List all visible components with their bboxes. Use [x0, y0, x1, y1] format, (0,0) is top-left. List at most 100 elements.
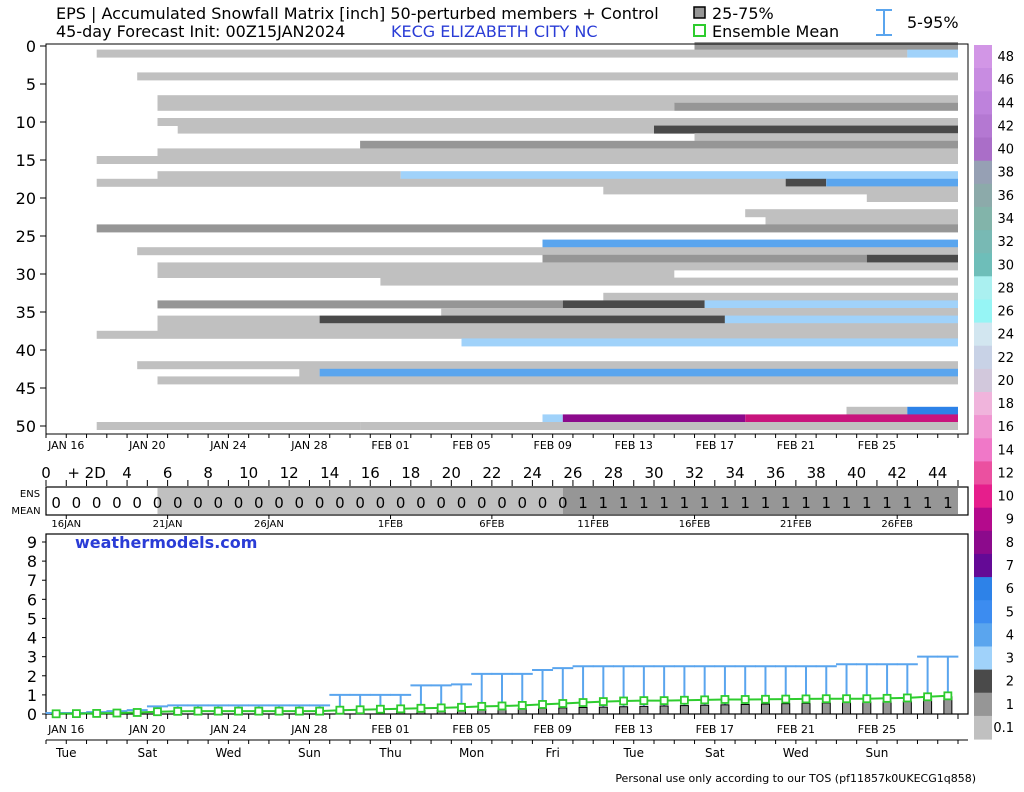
- mean-marker-day-25: [558, 699, 568, 708]
- colorbar-swatch-5: [974, 600, 992, 624]
- iqr-box-day-27: [598, 706, 608, 715]
- day-label-17: 34: [726, 464, 745, 482]
- colorbar-label-22: 22: [997, 351, 1014, 366]
- station-name: KECG ELIZABETH CITY NC: [391, 22, 598, 41]
- strip-value-day-2: 0: [92, 494, 102, 512]
- iqr-box-day-26: [578, 707, 588, 715]
- mean-marker-day-31: [680, 695, 689, 705]
- member-34-segment-34: [562, 300, 705, 309]
- strip-date-label-1: 21JAN: [153, 519, 183, 530]
- colorbar-label-6: 6: [1006, 582, 1014, 597]
- strip-date-label-5: 11FEB: [577, 519, 609, 530]
- member-29-segment-28: [157, 262, 958, 271]
- colorbar-label-5: 5: [1006, 605, 1014, 620]
- member-43-segment-45: [319, 368, 959, 377]
- iqr-box-day-31: [679, 705, 689, 715]
- colorbar-label-38: 38: [997, 166, 1014, 181]
- strip-value-day-41: 1: [882, 494, 892, 512]
- mean-marker-day-14: [335, 705, 345, 715]
- mean-marker-day-17: [396, 704, 406, 714]
- mean-marker-day-11: [274, 706, 284, 716]
- forecast-day-axis: 0 + 2D 4 6 8 10 12 14 16 18 20 22 24 26 28 30 32 34 36 38 40…: [41, 464, 959, 486]
- member-33-segment-31: [603, 292, 958, 301]
- weekday-label-9: Wed: [783, 746, 809, 760]
- strip-value-day-31: 1: [680, 494, 690, 512]
- day-label-18: 36: [766, 464, 785, 482]
- member-17-segment-15: [400, 171, 958, 180]
- mean-marker-day-16: [375, 704, 385, 714]
- colorbar-swatch-40: [974, 137, 992, 162]
- colorbar-swatch-46: [974, 68, 992, 92]
- colorbar-label-9: 9: [1006, 513, 1014, 528]
- colorbar-label-26: 26: [997, 305, 1014, 320]
- plume-y-tick-label-0: 0: [27, 705, 37, 724]
- mean-marker-day-24: [538, 700, 547, 709]
- colorbar-label-36: 36: [997, 189, 1014, 204]
- colorbar-swatch-26: [974, 299, 992, 324]
- iqr-box-day-24: [538, 707, 548, 715]
- member-20-segment-20: [866, 194, 958, 202]
- colorbar-label-20: 20: [997, 374, 1014, 389]
- mean-marker-day-28: [619, 696, 628, 706]
- colorbar-label-44: 44: [997, 96, 1014, 111]
- strip-value-day-16: 0: [376, 494, 386, 512]
- member-11-segment-9: [654, 125, 958, 134]
- strip-value-day-44: 1: [943, 494, 953, 512]
- colorbar-swatch-18: [974, 392, 992, 416]
- plume-y-tick-label-7: 7: [27, 571, 37, 590]
- colorbar-swatch-1: [974, 692, 992, 717]
- day-label-13: 26: [563, 464, 582, 482]
- strip-date-label-7: 21FEB: [780, 519, 812, 530]
- ens-mean-strip-fills: [157, 488, 958, 514]
- colorbar-swatch-3: [974, 646, 992, 671]
- member-13-segment-11: [360, 140, 959, 149]
- strip-value-day-27: 1: [599, 494, 609, 512]
- plume-date-label-6: FEB 09: [534, 723, 572, 736]
- member-18-segment-16: [96, 178, 786, 187]
- colorbar-label-46: 46: [997, 73, 1014, 88]
- colorbar-label-40: 40: [997, 143, 1014, 158]
- member-14-segment-12: [157, 148, 958, 157]
- iqr-box-day-25: [558, 707, 568, 715]
- day-label-9: 18: [401, 464, 420, 482]
- day-label-14: 28: [604, 464, 623, 482]
- matrix-date-axis: JAN 16 JAN 20 JAN 24 JAN 28 FEB 01 FEB 05 FEB …: [45, 434, 959, 452]
- mean-marker-day-39: [842, 694, 851, 704]
- strip-value-day-20: 0: [457, 494, 467, 512]
- plume-date-label-4: FEB 01: [371, 723, 409, 736]
- member-39-segment-42: [461, 338, 958, 347]
- member-28-segment-27: [866, 254, 958, 263]
- strip-value-day-38: 1: [821, 494, 831, 512]
- member-1-segment-2: [907, 49, 958, 58]
- mean-marker-day-2: [92, 709, 102, 718]
- colorbar-swatch-36: [974, 183, 992, 208]
- plume-y-tick-label-4: 4: [27, 629, 37, 648]
- member-42-segment-43: [137, 361, 958, 370]
- member-18-segment-18: [826, 178, 958, 187]
- member-11-segment-8: [177, 125, 654, 134]
- colorbar-swatch-0.1: [974, 715, 992, 740]
- matrix-date-label-1: JAN 20: [128, 439, 165, 452]
- mean-marker-day-0: [51, 709, 61, 719]
- day-label-0: 0: [41, 464, 51, 482]
- watermark-text: weathermodels.com: [75, 533, 257, 552]
- strip-date-label-6: 16FEB: [679, 519, 711, 530]
- member-axis: 0 5 10 15 20 25 30 35 40 45 50: [16, 37, 46, 436]
- member-23-segment-22: [765, 216, 958, 225]
- strip-value-day-18: 0: [416, 494, 426, 512]
- strip-value-day-24: 0: [538, 494, 548, 512]
- member-matrix-segments: [96, 42, 959, 430]
- chart-title: EPS | Accumulated Snowfall Matrix [inch]…: [56, 4, 659, 23]
- mean-marker-day-43: [923, 692, 932, 702]
- matrix-date-label-8: FEB 17: [696, 439, 734, 452]
- member-34-segment-35: [704, 300, 958, 309]
- member-49-segment-51: [745, 414, 958, 423]
- mean-marker-day-21: [477, 701, 487, 711]
- member-24-segment-23: [96, 224, 958, 233]
- strip-value-day-40: 1: [862, 494, 872, 512]
- strip-value-day-3: 0: [112, 494, 122, 512]
- strip-value-day-26: 1: [578, 494, 588, 512]
- iqr-box-day-42: [902, 700, 912, 715]
- strip-value-day-6: 0: [173, 494, 183, 512]
